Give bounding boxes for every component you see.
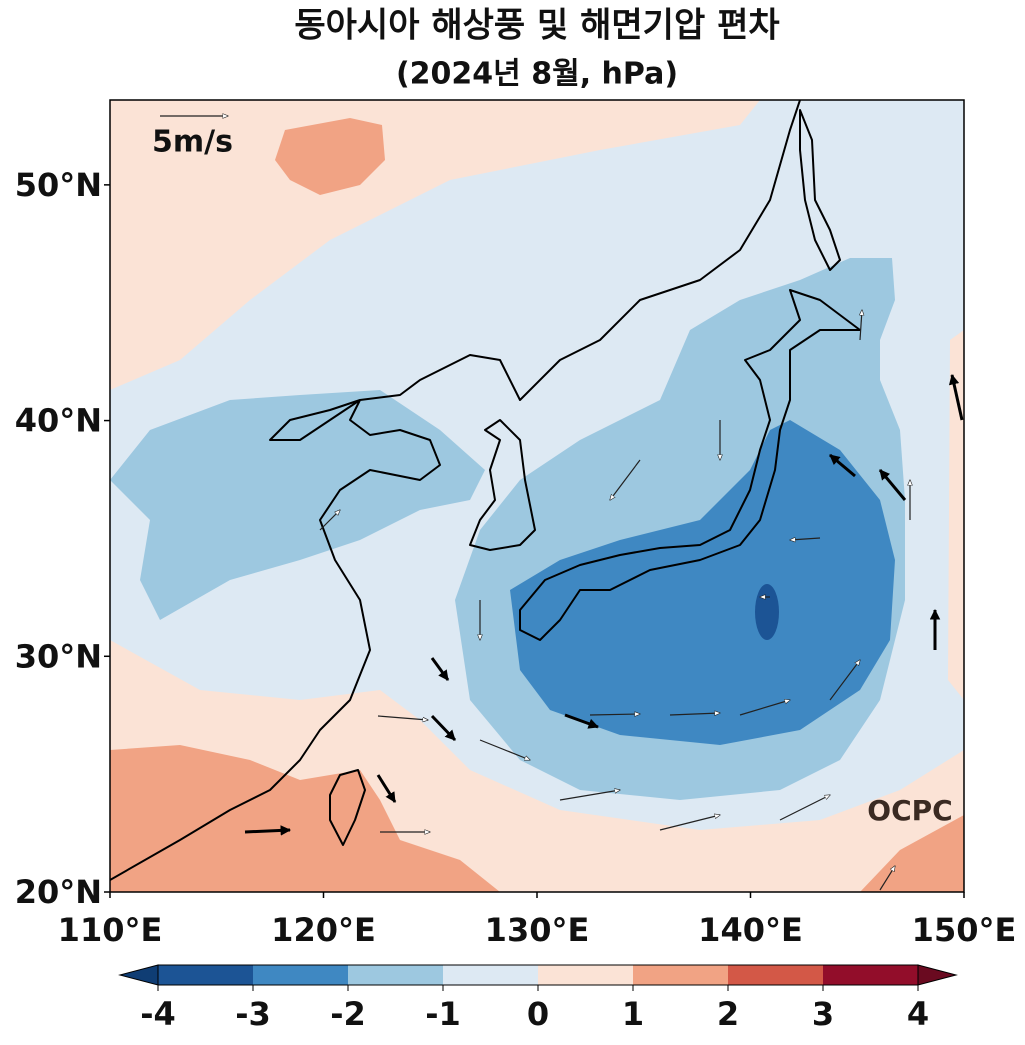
colorbar: -4 -3 -2 -1 0 1 2 3 4: [118, 964, 958, 1033]
colorbar-tick-label: 3: [812, 995, 834, 1033]
reference-vector-label: 5m/s: [152, 125, 233, 160]
contour-fill: [860, 815, 964, 892]
contour-fill: [110, 745, 500, 892]
colorbar-over: [917, 964, 958, 986]
wind-arrow: [559, 790, 620, 801]
coastlines: [110, 100, 861, 881]
colorbar-tick-label: -4: [140, 995, 176, 1033]
wind-arrow: [790, 538, 821, 540]
y-tick-label: 50°N: [15, 166, 102, 204]
colorbar-tick-label: -2: [330, 995, 366, 1033]
x-tick-label: 130°E: [485, 911, 590, 949]
wind-arrow: [430, 714, 457, 742]
colorbar-segment: [633, 965, 728, 985]
logo: OCPC: [867, 794, 952, 827]
wind-arrow: [589, 714, 640, 715]
coastline-china: [110, 100, 801, 881]
contour-fill: [275, 118, 385, 195]
y-tick-label: 40°N: [15, 402, 102, 440]
wind-vectors: [244, 310, 964, 891]
contour-fill: [755, 584, 779, 640]
x-tick-label: 150°E: [912, 911, 1017, 949]
colorbar-under: [118, 964, 159, 986]
wind-arrow: [879, 866, 895, 891]
map-fill: [110, 100, 964, 892]
x-tick-label: 110°E: [58, 911, 163, 949]
wind-arrow: [319, 510, 340, 531]
contour-fill: [510, 420, 895, 745]
colorbar-tick-label: 2: [717, 995, 739, 1033]
colorbar-segment: [348, 965, 443, 985]
contour-fill: [110, 390, 485, 620]
colorbar-segment: [158, 965, 253, 985]
wind-arrow: [376, 774, 397, 803]
wind-arrow: [564, 713, 599, 729]
wind-arrow: [610, 459, 641, 500]
colorbar-segment: [538, 965, 633, 985]
y-tick-label: 20°N: [15, 873, 102, 911]
colorbar-tick-label: -3: [235, 995, 271, 1033]
contour-fill: [110, 100, 760, 390]
wind-arrow: [377, 715, 428, 720]
subtitle: (2024년 8월, hPa): [396, 57, 678, 92]
x-tick-label: 140°E: [698, 911, 803, 949]
x-tick-label: 120°E: [271, 911, 376, 949]
y-tick-label: 30°N: [15, 637, 102, 675]
wind-arrow: [779, 795, 830, 821]
wind-arrow: [878, 469, 907, 501]
colorbar-tick-label: 4: [907, 995, 929, 1033]
coastline-japan: [519, 289, 861, 641]
wind-arrow: [860, 310, 862, 341]
wind-arrow: [948, 373, 964, 421]
colorbar-tick-label: 0: [527, 995, 549, 1033]
contour-fill: [948, 330, 964, 700]
colorbar-segment: [728, 965, 823, 985]
colorbar-segment: [823, 965, 918, 985]
wind-arrow: [669, 713, 720, 715]
colorbar-segment: [253, 965, 348, 985]
wind-arrow: [739, 700, 790, 716]
coastline-sakhalin: [799, 109, 841, 271]
colorbar-segment: [443, 965, 538, 985]
wind-arrow: [829, 453, 856, 478]
title: 동아시아 해상풍 및 해면기압 편차: [294, 6, 779, 46]
wind-arrow: [829, 660, 860, 701]
colorbar-tick-label: 1: [622, 995, 644, 1033]
wind-arrow: [659, 815, 720, 831]
colorbar-tick-label: -1: [425, 995, 461, 1033]
wind-arrow: [479, 739, 530, 761]
coastline-korea: [469, 419, 536, 551]
axes: 110°E 120°E 130°E 140°E 150°E 20°N 30°N 40°N 50°…: [15, 166, 1017, 949]
wind-arrow: [430, 657, 450, 681]
wind-arrow: [244, 825, 292, 836]
coastline-taiwan: [329, 769, 366, 846]
